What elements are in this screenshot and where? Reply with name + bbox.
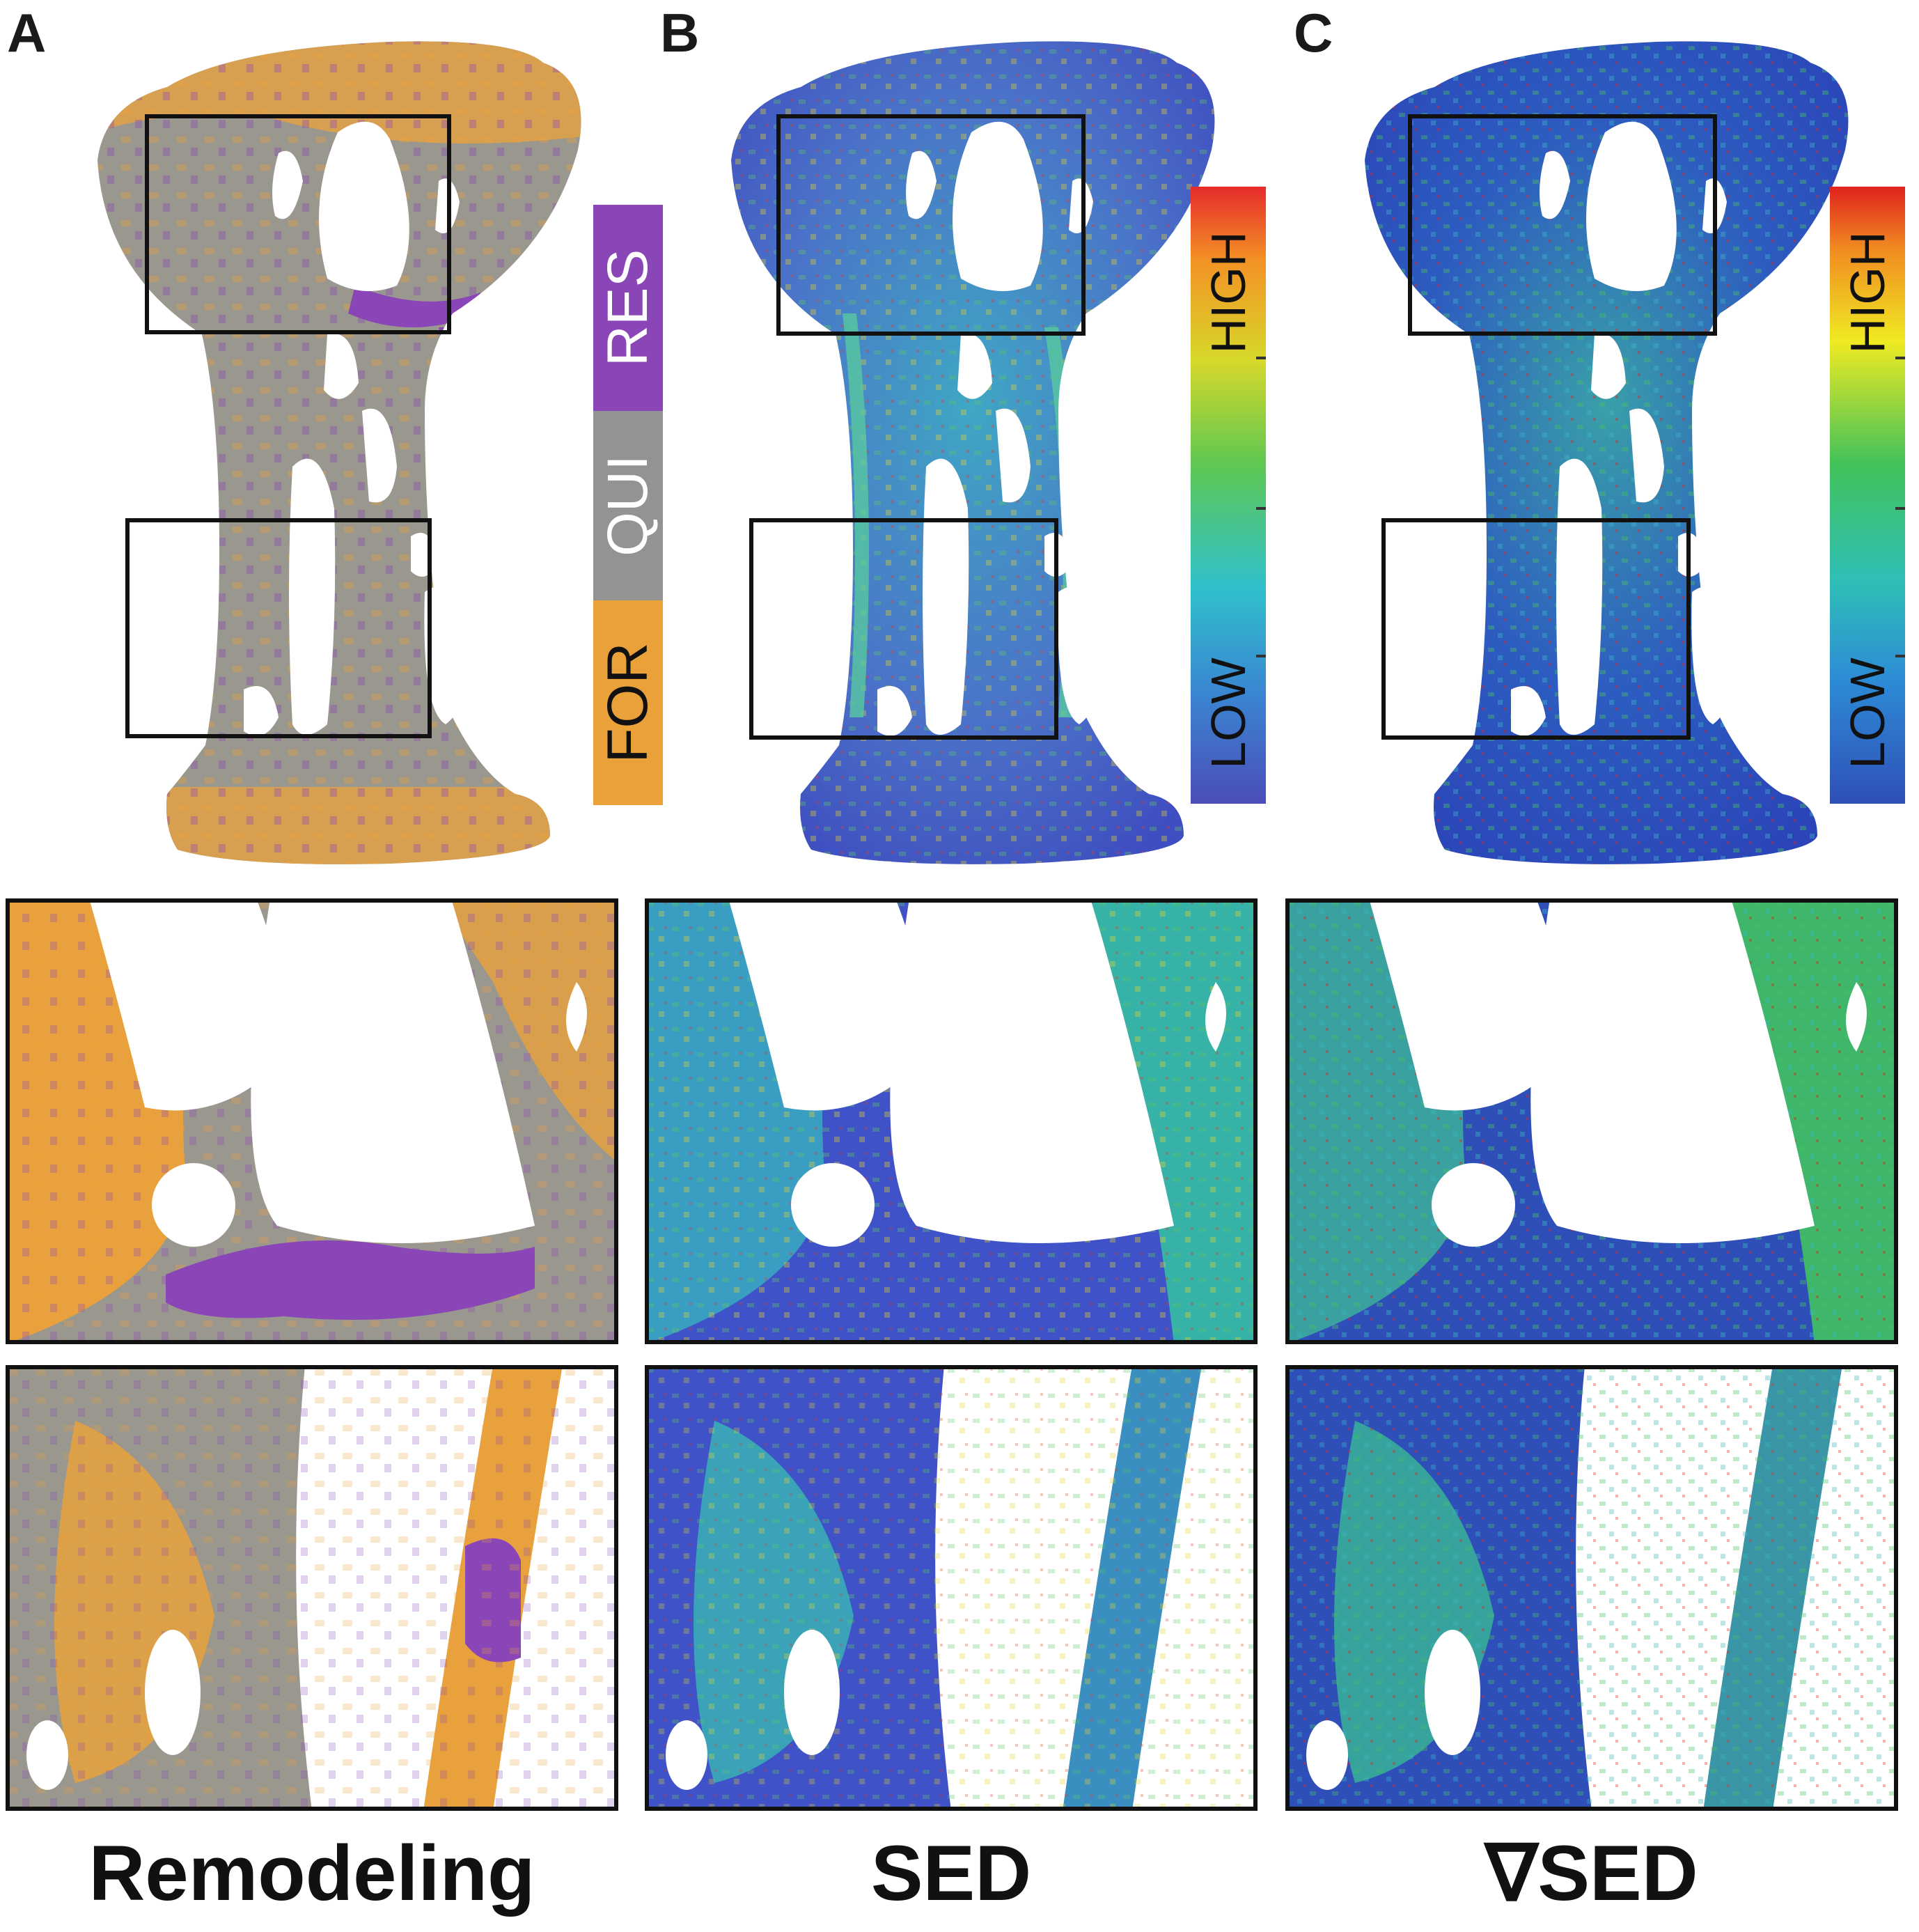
caption-remodeling: Remodeling (88, 1830, 535, 1917)
panel-b-bone-image (731, 41, 1215, 864)
sed-colorbar-high-label: HIGH (1201, 231, 1255, 354)
sed-lower-zoom (645, 1365, 1258, 1811)
remodeling-legend: RES QUI FOR (593, 205, 663, 805)
sed-upper-zoom (645, 898, 1258, 1344)
legend-res-label: RES (596, 249, 659, 367)
grad-sed-colorbar-low-label: LOW (1840, 657, 1895, 769)
sed-colorbar: HIGH LOW (1191, 187, 1266, 804)
caption-sed: SED (870, 1830, 1032, 1917)
sed-colorbar-low-label: LOW (1201, 657, 1255, 769)
grad-sed-upper-zoom (1285, 898, 1898, 1344)
panel-a-upper-roi-box (145, 114, 451, 334)
grad-sed-colorbar-high-label: HIGH (1840, 231, 1895, 354)
grad-sed-colorbar-tick (1895, 507, 1905, 510)
panel-b-upper-roi-box (776, 114, 1086, 336)
legend-qui: QUI (593, 411, 663, 600)
panel-letter-b: B (660, 2, 700, 63)
panel-letter-c: C (1294, 2, 1333, 63)
legend-res: RES (593, 205, 663, 411)
panel-a-lower-roi-box (125, 518, 432, 738)
grad-sed-lower-zoom (1285, 1365, 1898, 1811)
panel-c-bone-image (1365, 41, 1849, 864)
sed-colorbar-tick (1256, 655, 1266, 657)
grad-sed-colorbar-tick (1895, 655, 1905, 657)
panel-letter-a: A (7, 2, 47, 63)
legend-qui-label: QUI (596, 455, 659, 556)
sed-colorbar-tick (1256, 507, 1266, 510)
legend-for-label: FOR (596, 642, 659, 763)
caption-grad-sed: ∇SED (1485, 1830, 1698, 1917)
remodeling-upper-zoom (6, 898, 618, 1344)
panel-c-lower-roi-box (1381, 518, 1691, 740)
panel-b-lower-roi-box (749, 518, 1058, 740)
grad-sed-colorbar: HIGH LOW (1830, 187, 1905, 804)
sed-colorbar-tick (1256, 357, 1266, 359)
grad-sed-colorbar-tick (1895, 357, 1905, 359)
panel-c-upper-roi-box (1408, 114, 1717, 336)
legend-for: FOR (593, 600, 663, 805)
remodeling-lower-zoom (6, 1365, 618, 1811)
